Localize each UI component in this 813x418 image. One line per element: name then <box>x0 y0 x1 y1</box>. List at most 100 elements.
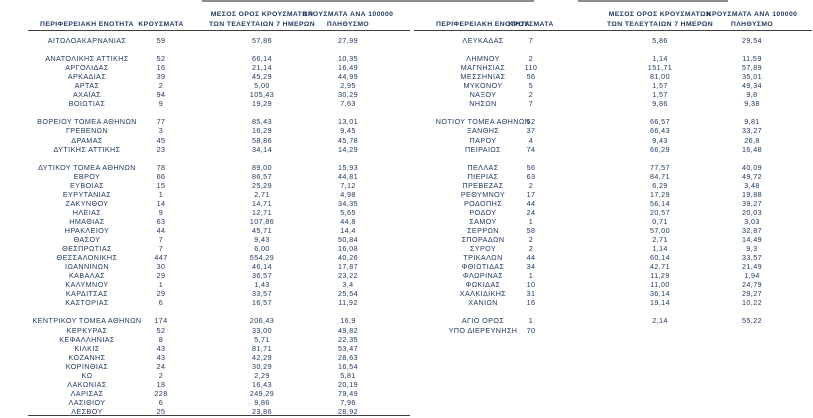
region-name-cell: ΛΕΥΚΑΔΑΣ <box>462 36 504 45</box>
left-header-avg7-line2: ΤΩΝ ΤΕΛΕΥΤΑΙΩΝ 7 ΗΜΕΡΩΝ <box>208 21 316 28</box>
avg7-cell: 9,86 <box>254 397 270 407</box>
cases-cell: 39 <box>156 72 166 82</box>
right-header-per100k-line2: ΠΛΗΘΥΣΜΟ <box>730 21 774 28</box>
per100k-cell: 25,54 <box>338 289 358 299</box>
per100k-cell: 5,65 <box>340 207 356 217</box>
region-name-cell: ΔΡΑΜΑΣ <box>71 135 103 145</box>
per100k-cell: 5,81 <box>340 370 356 380</box>
avg7-cell: 1,14 <box>652 244 668 254</box>
spacer-cell <box>436 154 530 163</box>
spacer-cell <box>436 380 530 389</box>
cases-cell: 94 <box>156 90 166 100</box>
per100k-cell: 22,35 <box>338 334 358 344</box>
per100k-cell: 21,49 <box>742 262 762 272</box>
cases-cell: 2 <box>528 90 534 100</box>
spacer-cell <box>648 154 672 163</box>
region-name-cell: ΕΒΡΟΥ <box>73 171 101 181</box>
left-column-per100k: 27,99 10,35 16,49 44,99 2,95 30,29 7,63 13,01 9,… <box>338 36 358 416</box>
cases-cell: 1 <box>528 316 534 326</box>
avg7-cell: 105,43 <box>249 90 275 100</box>
per100k-cell: 9,38 <box>744 99 760 109</box>
per100k-cell: 3,03 <box>744 216 760 226</box>
region-name-cell: ΑΡΤΑΣ <box>74 81 100 91</box>
region-name-cell: ΛΗΜΝΟΥ <box>466 54 500 64</box>
per100k-cell: 44,99 <box>338 72 358 82</box>
spacer-cell <box>742 335 762 344</box>
spacer-cell <box>648 108 672 117</box>
region-name-cell: ΒΟΡΕΙΟΥ ΤΟΜΕΑ ΑΘΗΝΩΝ <box>37 117 137 127</box>
spacer-cell <box>742 371 762 380</box>
per100k-cell: 7,12 <box>340 180 356 190</box>
region-name-cell: ΛΑΚΩΝΙΑΣ <box>67 379 107 389</box>
cases-cell: 174 <box>154 316 168 326</box>
spacer-cell <box>32 154 141 163</box>
cases-cell: 37 <box>526 126 536 136</box>
avg7-cell: 33,57 <box>251 289 272 299</box>
cases-cell: 23 <box>156 144 166 154</box>
spacer-cell <box>338 45 358 54</box>
region-name-cell: ΞΑΝΘΗΣ <box>466 126 500 136</box>
spacer-cell <box>742 344 762 353</box>
region-name-cell: ΣΥΡΟΥ <box>469 244 497 254</box>
region-name-cell: ΡΟΔΟΥ <box>469 207 497 217</box>
cases-cell: 14 <box>156 198 166 208</box>
per100k-cell: 33,27 <box>742 126 762 136</box>
region-name-cell: ΚΟΡΙΝΘΙΑΣ <box>65 361 109 371</box>
per100k-cell: 28,92 <box>338 406 358 416</box>
left-header-cases: ΚΡΟΥΣΜΑΤΑ <box>138 21 184 28</box>
per100k-cell: 26,8 <box>744 135 760 145</box>
per100k-cell <box>742 326 762 335</box>
avg7-cell: 206,43 <box>249 316 275 326</box>
region-name-cell: ΕΥΡΥΤΑΝΙΑΣ <box>62 189 112 199</box>
spacer-cell <box>154 45 167 54</box>
region-name-cell: ΠΑΡΟΥ <box>469 135 497 145</box>
per100k-cell: 10,35 <box>338 54 358 64</box>
cases-cell: 2 <box>528 54 534 64</box>
avg7-cell: 1,57 <box>652 90 668 100</box>
per100k-cell: 30,29 <box>338 90 358 100</box>
avg7-cell: 45,71 <box>251 225 272 235</box>
region-name-cell: ΗΛΕΙΑΣ <box>72 207 102 217</box>
avg7-cell: 11,29 <box>650 271 670 281</box>
avg7-cell: 6,00 <box>254 244 270 254</box>
cases-cell: 56 <box>526 72 536 82</box>
per100k-cell: 45,78 <box>338 135 358 145</box>
spacer-cell <box>32 108 141 117</box>
right-header-per100k-line1: ΚΡΟΥΣΜΑΤΑ ΑΝΑ 100000 <box>706 11 798 18</box>
per100k-cell: 10,22 <box>742 298 762 308</box>
avg7-cell: 5,71 <box>254 334 270 344</box>
spacer-cell <box>436 353 530 362</box>
right-header-avg7-line2: ΤΩΝ ΤΕΛΕΥΤΑΙΩΝ 7 ΗΜΕΡΩΝ <box>606 21 714 28</box>
spacer-cell <box>648 362 672 371</box>
cases-cell: 58 <box>526 225 536 235</box>
avg7-cell: 11,00 <box>650 280 670 290</box>
cases-cell: 18 <box>156 379 166 389</box>
spacer-cell <box>436 344 530 353</box>
avg7-cell: 56,14 <box>649 198 670 208</box>
avg7-cell: 1,14 <box>652 54 668 64</box>
spacer-cell <box>338 307 358 316</box>
region-name-cell: ΘΕΣΣΑΛΟΝΙΚΗΣ <box>56 253 118 263</box>
avg7-cell: 1,43 <box>254 280 270 290</box>
spacer-cell <box>436 45 530 54</box>
spacer-cell <box>32 45 141 54</box>
region-name-cell: ΗΜΑΘΙΑΣ <box>69 216 105 226</box>
cases-cell: 24 <box>526 207 536 217</box>
spacer-cell <box>436 108 530 117</box>
region-name-cell: ΡΕΘΥΜΝΟΥ <box>460 189 506 199</box>
region-name-cell: ΥΠΟ ΔΙΕΡΕΥΝΗΣΗ <box>448 325 518 335</box>
region-name-cell: ΛΑΡΙΣΑΣ <box>70 388 104 398</box>
region-name-cell: ΣΑΜΟΥ <box>469 216 497 226</box>
top-crop-artifact-line <box>578 0 728 2</box>
spacer-cell <box>338 154 358 163</box>
per100k-cell: 29,54 <box>742 36 762 45</box>
per100k-cell: 16,08 <box>338 244 358 254</box>
cases-cell: 24 <box>156 361 166 371</box>
avg7-cell: 2,71 <box>254 189 270 199</box>
spacer-cell <box>648 45 672 54</box>
avg7-cell: 36,14 <box>649 289 670 299</box>
per100k-cell: 4,98 <box>340 189 356 199</box>
avg7-cell: 66,57 <box>649 117 670 127</box>
left-header-avg7-line1: ΜΕΣΟΣ ΟΡΟΣ ΚΡΟΥΣΜΑΤΩΝ <box>210 11 314 18</box>
cases-cell: 63 <box>526 171 536 181</box>
